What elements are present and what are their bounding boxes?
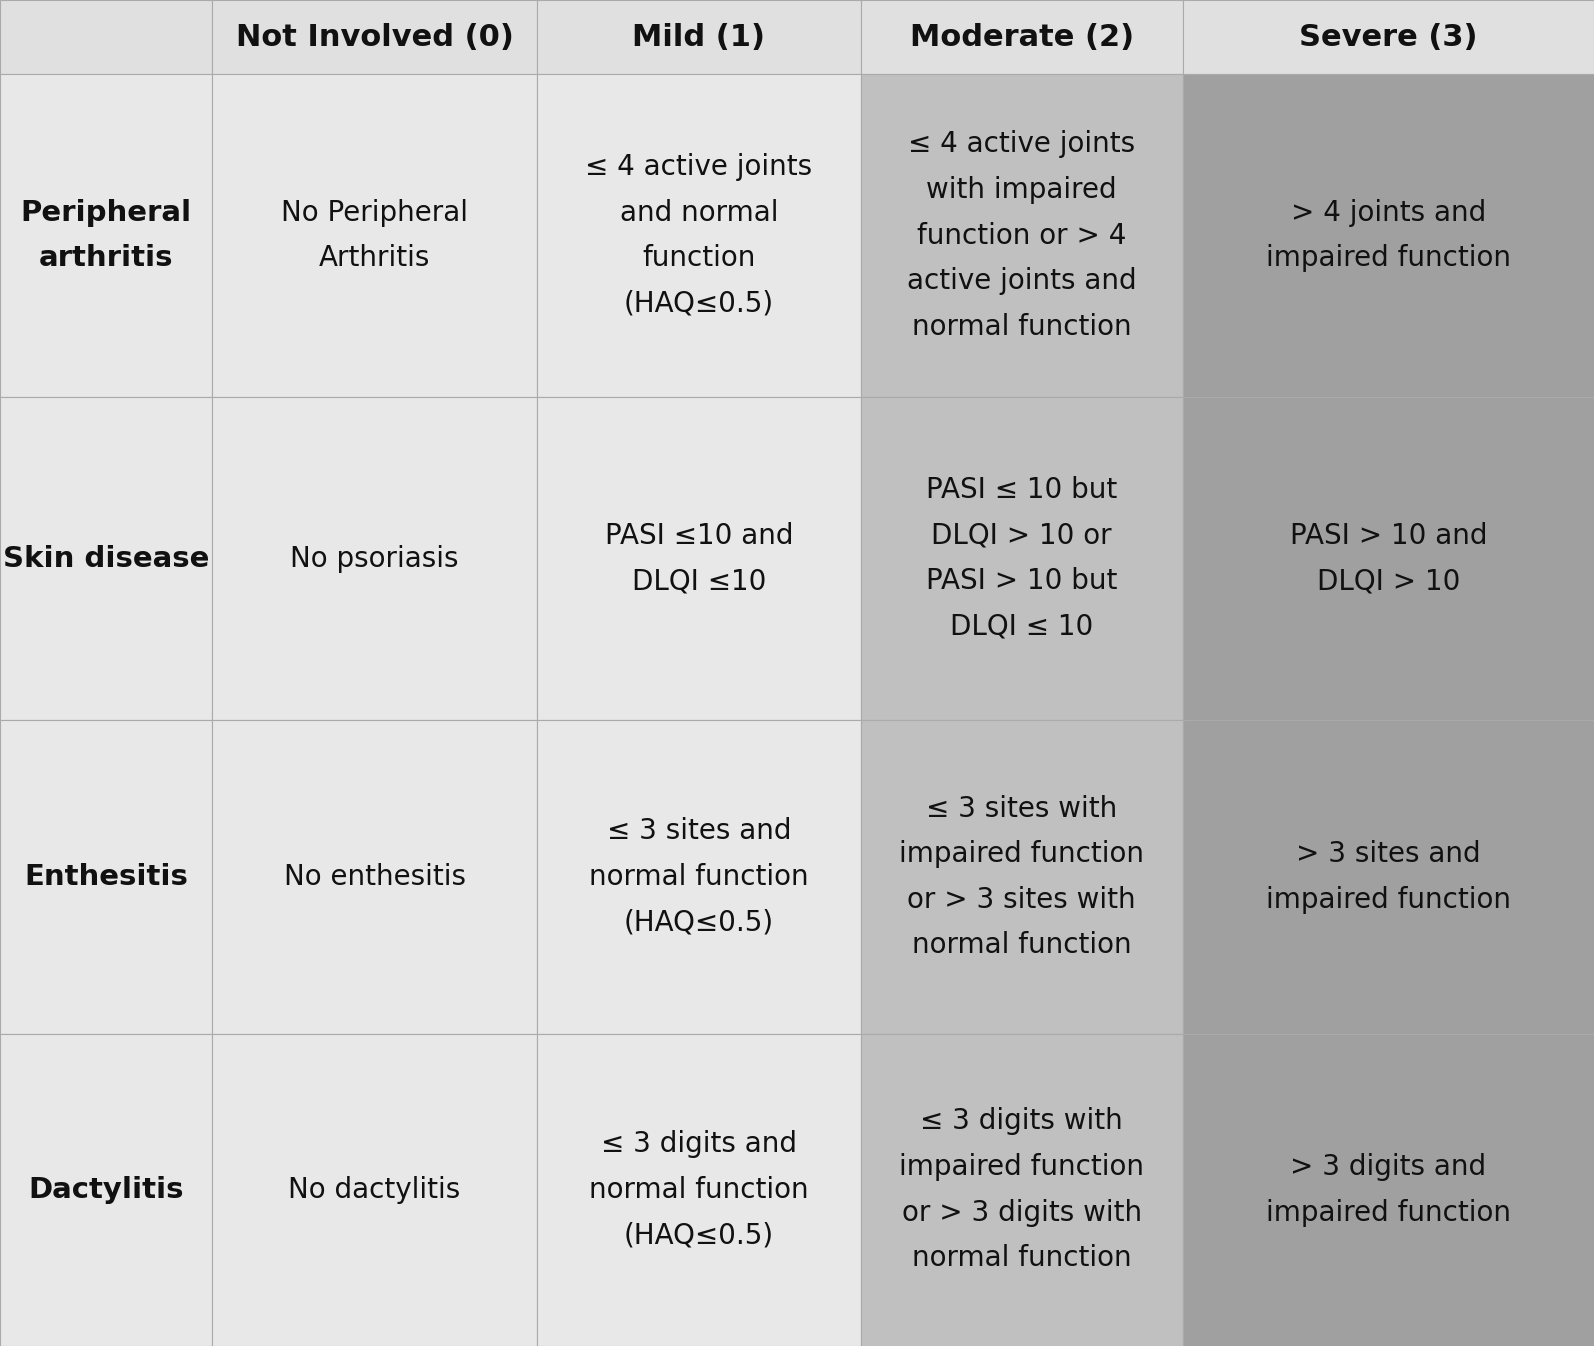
- Text: Peripheral
arthritis: Peripheral arthritis: [21, 199, 191, 272]
- Bar: [1183, 74, 1594, 397]
- Bar: [861, 1034, 1183, 1346]
- Text: ≤ 3 digits with
impaired function
or > 3 digits with
normal function: ≤ 3 digits with impaired function or > 3…: [899, 1108, 1144, 1272]
- Bar: [212, 0, 537, 74]
- Text: ≤ 3 digits and
normal function
(HAQ≤0.5): ≤ 3 digits and normal function (HAQ≤0.5): [590, 1131, 808, 1249]
- Bar: [537, 720, 861, 1034]
- Text: No Peripheral
Arthritis: No Peripheral Arthritis: [281, 199, 469, 272]
- Text: ≤ 4 active joints
and normal
function
(HAQ≤0.5): ≤ 4 active joints and normal function (H…: [585, 153, 813, 318]
- Bar: [212, 74, 537, 397]
- Bar: [861, 720, 1183, 1034]
- Bar: [537, 1034, 861, 1346]
- Bar: [861, 0, 1183, 74]
- Bar: [0, 0, 212, 74]
- Text: PASI > 10 and
DLQI > 10: PASI > 10 and DLQI > 10: [1290, 522, 1487, 595]
- Text: No dactylitis: No dactylitis: [289, 1176, 461, 1203]
- Bar: [1183, 0, 1594, 74]
- Text: Severe (3): Severe (3): [1299, 23, 1478, 51]
- Bar: [212, 397, 537, 720]
- Text: ≤ 3 sites with
impaired function
or > 3 sites with
normal function: ≤ 3 sites with impaired function or > 3 …: [899, 794, 1144, 960]
- Bar: [212, 1034, 537, 1346]
- Bar: [212, 720, 537, 1034]
- Bar: [861, 397, 1183, 720]
- Bar: [0, 397, 212, 720]
- Text: > 4 joints and
impaired function: > 4 joints and impaired function: [1266, 199, 1511, 272]
- Text: PASI ≤10 and
DLQI ≤10: PASI ≤10 and DLQI ≤10: [604, 522, 794, 595]
- Text: Not Involved (0): Not Involved (0): [236, 23, 513, 51]
- Text: Dactylitis: Dactylitis: [29, 1176, 183, 1203]
- Text: Enthesitis: Enthesitis: [24, 863, 188, 891]
- Bar: [537, 74, 861, 397]
- Text: No psoriasis: No psoriasis: [290, 545, 459, 572]
- Text: Skin disease: Skin disease: [3, 545, 209, 572]
- Text: ≤ 3 sites and
normal function
(HAQ≤0.5): ≤ 3 sites and normal function (HAQ≤0.5): [590, 817, 808, 937]
- Bar: [1183, 397, 1594, 720]
- Bar: [861, 74, 1183, 397]
- Bar: [0, 1034, 212, 1346]
- Text: > 3 digits and
impaired function: > 3 digits and impaired function: [1266, 1154, 1511, 1226]
- Bar: [1183, 1034, 1594, 1346]
- Bar: [0, 74, 212, 397]
- Text: > 3 sites and
impaired function: > 3 sites and impaired function: [1266, 840, 1511, 914]
- Bar: [0, 720, 212, 1034]
- Text: PASI ≤ 10 but
DLQI > 10 or
PASI > 10 but
DLQI ≤ 10: PASI ≤ 10 but DLQI > 10 or PASI > 10 but…: [926, 476, 1117, 641]
- Bar: [1183, 720, 1594, 1034]
- Text: Mild (1): Mild (1): [633, 23, 765, 51]
- Text: ≤ 4 active joints
with impaired
function or > 4
active joints and
normal functio: ≤ 4 active joints with impaired function…: [907, 131, 1137, 341]
- Bar: [537, 397, 861, 720]
- Bar: [537, 0, 861, 74]
- Text: No enthesitis: No enthesitis: [284, 863, 465, 891]
- Text: Moderate (2): Moderate (2): [910, 23, 1133, 51]
